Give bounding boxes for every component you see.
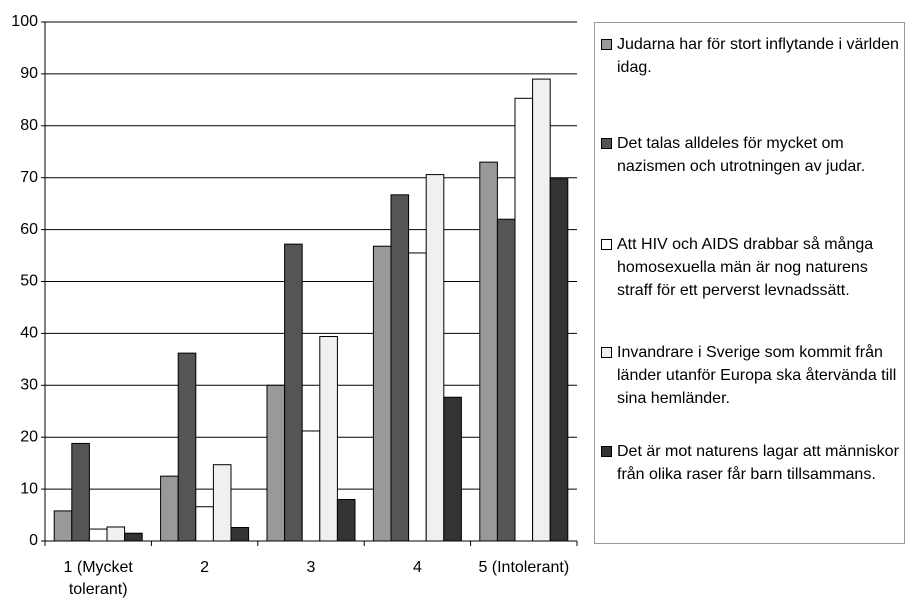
legend-swatch <box>601 239 612 250</box>
y-tick-label: 100 <box>11 13 38 30</box>
x-tick-label: 3 <box>306 559 316 576</box>
bar <box>106 526 126 542</box>
y-tick-label: 20 <box>20 428 38 445</box>
legend-entry: Att HIV och AIDS drabbar så många homose… <box>601 233 901 302</box>
legend-swatch <box>601 446 612 457</box>
y-tick-label: 40 <box>20 325 38 342</box>
bar <box>443 396 462 542</box>
bar <box>177 352 197 542</box>
bar <box>372 245 392 542</box>
bar <box>266 384 286 542</box>
x-tick-label: 2 <box>200 559 210 576</box>
bar <box>319 336 338 542</box>
y-tick-label: 10 <box>20 480 38 497</box>
legend-label: Att HIV och AIDS drabbar så många homose… <box>617 236 874 299</box>
x-tick-label: 4 <box>412 559 422 576</box>
bar <box>53 510 73 542</box>
y-tick-label: 80 <box>20 117 38 134</box>
bar <box>71 442 90 542</box>
bar <box>496 218 516 542</box>
bar <box>336 498 356 542</box>
legend-entry: Invandrare i Sverige som kommit från län… <box>601 341 901 410</box>
y-tick-label: 50 <box>20 273 38 290</box>
bar <box>301 430 321 542</box>
y-tick-label: 70 <box>20 169 38 186</box>
legend-label: Judarna har för stort inflytande i värld… <box>617 36 899 76</box>
bar <box>284 243 303 542</box>
legend-label: Det talas alldeles för mycket om nazisme… <box>617 135 866 175</box>
legend-entry: Det talas alldeles för mycket om nazisme… <box>601 132 901 178</box>
legend-swatch <box>601 39 612 50</box>
bar <box>514 97 534 542</box>
legend-entry: Det är mot naturens lagar att människor … <box>601 440 901 486</box>
bar <box>479 161 498 542</box>
bar <box>230 527 250 542</box>
x-tick-label: 5 (Intolerant) <box>478 559 570 576</box>
bar <box>212 464 232 542</box>
bar <box>425 174 445 542</box>
bar <box>160 475 179 542</box>
bar <box>549 178 569 542</box>
bar <box>408 252 427 542</box>
y-tick-label: 60 <box>20 221 38 238</box>
legend-swatch <box>601 347 612 358</box>
bar <box>532 78 551 542</box>
bar <box>124 532 143 542</box>
y-tick-label: 30 <box>20 377 38 394</box>
legend-label: Invandrare i Sverige som kommit från län… <box>617 344 897 407</box>
bar <box>88 528 108 542</box>
legend-entry: Judarna har för stort inflytande i värld… <box>601 33 901 79</box>
bar <box>195 506 214 542</box>
legend-label: Det är mot naturens lagar att människor … <box>617 443 899 483</box>
y-tick-label: 0 <box>29 532 38 549</box>
y-tick-label: 90 <box>20 65 38 82</box>
x-tick-label: 1 (Mycket tolerant) <box>63 559 133 598</box>
legend: Judarna har för stort inflytande i värld… <box>594 22 905 544</box>
bar <box>390 194 410 542</box>
legend-swatch <box>601 138 612 149</box>
